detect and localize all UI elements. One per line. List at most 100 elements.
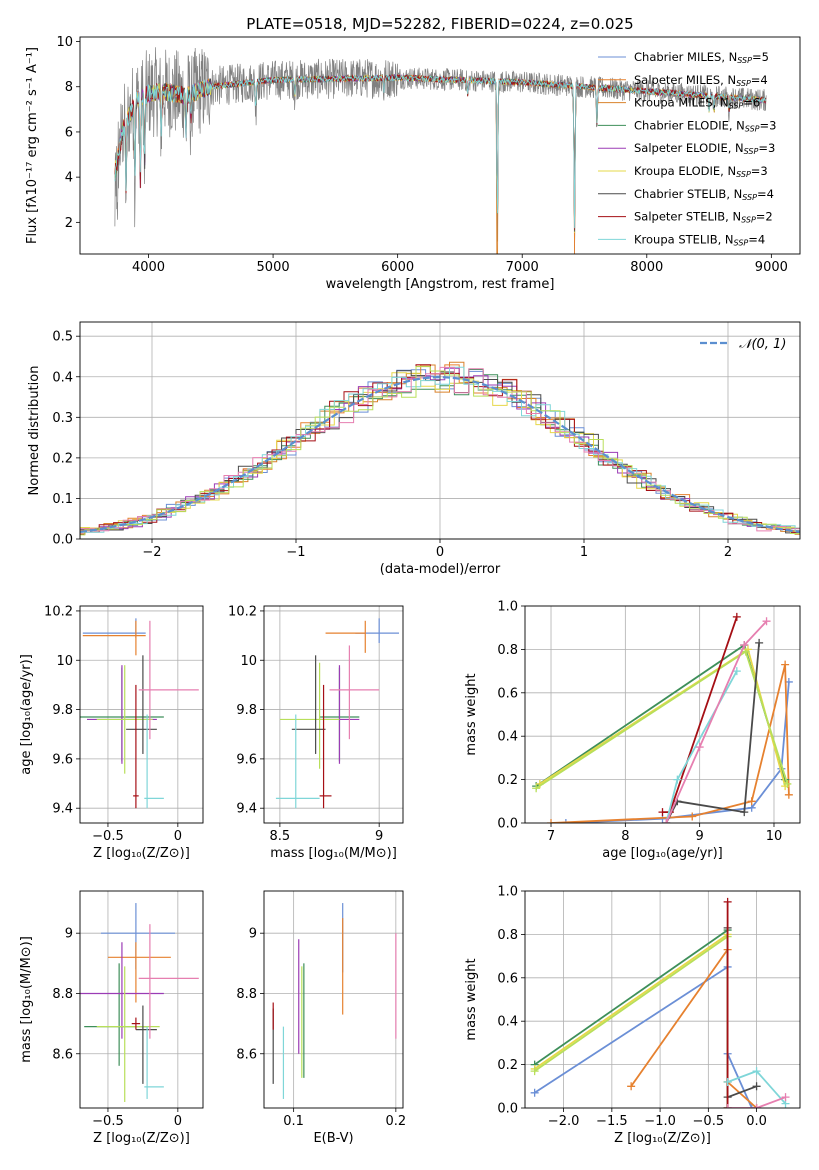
weight-marker-6-2 — [732, 612, 741, 621]
y-axis-label: age [log₁₀(age/yr)] — [19, 654, 34, 775]
y-tick-label: 9.6 — [52, 752, 73, 767]
axes-frame — [263, 890, 404, 1109]
y-tick-label: 9 — [249, 927, 257, 942]
x-axis-label: (data-model)/error — [380, 562, 501, 577]
y-tick-label: 10.2 — [228, 604, 257, 619]
plot-area-weight_vs_age — [532, 612, 793, 823]
figure-title: PLATE=0518, MJD=52282, FIBERID=0224, z=0… — [246, 15, 633, 33]
y-axis-label: mass weight — [464, 958, 479, 1040]
panel-mass_vs_z: −0.5 0 8.6 8.8 9 Z [log₁₀(Z/Z⊙)] mass [log₁₀(M… — [19, 890, 204, 1146]
x-tick-label: 1 — [580, 545, 588, 560]
weight-marker-6-1 — [723, 897, 732, 906]
weight-marker-8-1 — [695, 743, 704, 752]
histogram-5 — [80, 372, 800, 532]
weight-line-5 — [665, 642, 760, 823]
weight-marker-7-0 — [723, 1077, 732, 1086]
panel-weight_vs_z: −2.0 −1.5 −1.0 −0.5 0.0 0.0 0.2 0.4 0.6 0.8 1.0 Z [… — [464, 885, 801, 1146]
weight-line-8 — [665, 620, 768, 823]
panel-spectrum: 4000 5000 6000 7000 8000 9000 2 4 6 8 10 wavelength… — [25, 35, 801, 292]
y-tick-label: 9.4 — [52, 802, 73, 817]
weight-line-8 — [727, 1096, 786, 1108]
panel-age_vs_z: −0.5 0 9.4 9.6 9.8 10 10.2 Z [log₁₀(Z/Z⊙)] age [… — [19, 604, 204, 861]
x-tick-label: 8.5 — [270, 829, 291, 844]
y-tick-label: 9.8 — [236, 703, 257, 718]
x-tick-label: −0.5 — [92, 829, 124, 844]
x-tick-label: 2 — [724, 545, 732, 560]
weight-marker-1-4 — [784, 790, 793, 799]
x-tick-label: −1.0 — [644, 1114, 676, 1129]
x-tick-label: 10 — [766, 829, 783, 844]
y-tick-label: 8.6 — [52, 1047, 73, 1062]
weight-marker-7-1 — [752, 1067, 761, 1076]
y-tick-label: 0.2 — [497, 1058, 518, 1073]
panel-weight_vs_age: 7 8 9 10 0.0 0.2 0.4 0.6 0.8 1.0 age [log₁₀(age/yr… — [464, 600, 801, 861]
y-tick-label: 9.8 — [52, 703, 73, 718]
y-axis-label: mass weight — [464, 673, 479, 755]
y-tick-label: 10 — [56, 654, 73, 669]
weight-line-1 — [630, 946, 758, 1108]
axes-frame — [79, 36, 801, 255]
x-tick-label: 0 — [174, 829, 182, 844]
normal-curve — [80, 376, 800, 533]
weight-marker-8-3 — [762, 617, 771, 626]
y-tick-label: 9.6 — [236, 752, 257, 767]
weight-marker-1-0 — [547, 819, 556, 823]
y-tick-label: 10.2 — [44, 604, 73, 619]
weight-line-1 — [550, 664, 790, 823]
x-tick-label: −1.5 — [596, 1114, 628, 1129]
y-tick-label: 10 — [56, 35, 73, 50]
y-tick-label: 0.6 — [497, 686, 518, 701]
x-tick-label: −0.5 — [92, 1114, 124, 1129]
legend-label-1: Salpeter MILES, NSSP=4 — [634, 73, 768, 88]
weight-marker-1-2 — [747, 797, 756, 806]
weight-marker-5-3 — [752, 1082, 761, 1091]
y-tick-label: 8.8 — [236, 987, 257, 1002]
y-tick-label: 0.0 — [497, 1102, 518, 1117]
weight-marker-0-0 — [561, 819, 570, 823]
legend-label-4: Salpeter ELODIE, NSSP=3 — [634, 141, 775, 156]
weight-marker-7-1 — [673, 775, 682, 784]
axes-frame — [79, 605, 204, 824]
x-tick-label: 0.1 — [283, 1114, 304, 1129]
x-tick-label: 9 — [375, 829, 383, 844]
weight-marker-4-0 — [530, 1067, 539, 1076]
axes-frame — [263, 605, 404, 824]
plot-area-weight_vs_z — [530, 897, 790, 1108]
y-tick-label: 0.4 — [52, 370, 73, 385]
weight-marker-8-0 — [723, 1104, 732, 1108]
legend-label-normal: 𝒩(0, 1) — [739, 337, 786, 352]
weight-marker-4-2 — [783, 779, 792, 788]
plot-area-age_vs_z — [80, 618, 199, 809]
plot-area-spectrum — [114, 47, 767, 254]
plot-area-mass_vs_ebv — [272, 903, 397, 1099]
axes-frame — [524, 605, 801, 824]
x-tick-label: 0.0 — [746, 1114, 767, 1129]
x-tick-label: 4000 — [132, 260, 165, 275]
axes-frame — [79, 321, 801, 540]
weight-marker-8-1 — [752, 1104, 761, 1108]
legend-label-7: Salpeter STELIB, NSSP=2 — [634, 210, 773, 225]
y-tick-label: 0.0 — [497, 817, 518, 832]
x-tick-label: 6000 — [381, 260, 414, 275]
x-axis-label: age [log₁₀(age/yr)] — [602, 846, 723, 861]
x-axis-label: E(B-V) — [313, 1131, 353, 1146]
histogram-10 — [80, 366, 800, 536]
y-tick-label: 8.8 — [52, 987, 73, 1002]
axes-frame — [79, 890, 204, 1109]
weight-marker-1-0 — [627, 1082, 636, 1091]
weight-line-4 — [535, 650, 789, 790]
x-axis-label: mass [log₁₀(M/M⊙)] — [270, 846, 397, 861]
y-tick-label: 6 — [65, 125, 73, 140]
weight-marker-8-2 — [781, 1093, 790, 1102]
y-tick-label: 0.1 — [52, 492, 73, 507]
y-tick-label: 8 — [65, 80, 73, 95]
y-axis-label: Flux [fλ10⁻¹⁷ erg cm⁻² s⁻¹ A⁻¹] — [25, 47, 40, 244]
y-tick-label: 0.3 — [52, 411, 73, 426]
weight-marker-4-1 — [741, 647, 750, 656]
x-tick-label: 8000 — [630, 260, 663, 275]
weight-marker-7-2 — [732, 667, 741, 676]
y-tick-label: 10 — [240, 654, 257, 669]
x-tick-label: −0.5 — [693, 1114, 725, 1129]
legend-label-5: Kroupa ELODIE, NSSP=3 — [634, 164, 768, 179]
